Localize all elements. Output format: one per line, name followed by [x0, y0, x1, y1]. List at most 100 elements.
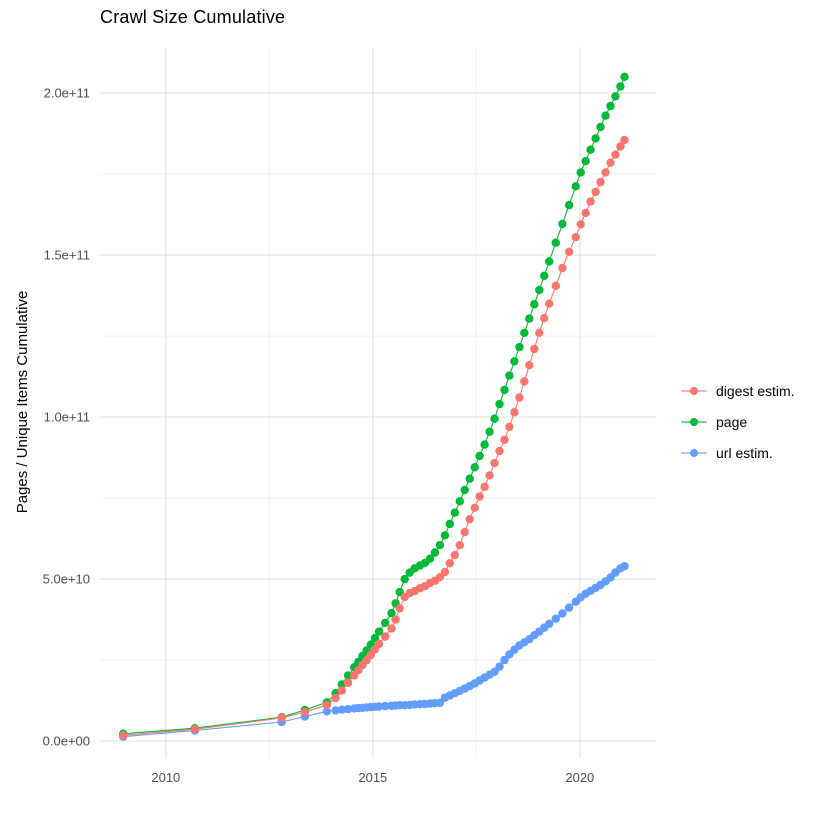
data-point-digest-estim — [571, 233, 580, 242]
data-point-digest-estim — [374, 639, 384, 649]
grid-major — [100, 47, 656, 758]
data-point-digest-estim — [616, 142, 625, 151]
data-point-digest-estim — [331, 693, 340, 703]
data-point-digest-estim — [620, 135, 629, 145]
data-point-digest-estim — [387, 624, 396, 633]
data-point-digest-estim — [586, 197, 595, 206]
data-point-digest-estim — [540, 314, 549, 323]
data-point-page — [515, 342, 524, 352]
data-point-digest-estim — [480, 482, 489, 491]
data-point-digest-estim — [515, 393, 524, 402]
data-point-page — [530, 300, 539, 309]
data-point-page — [374, 627, 384, 636]
data-point-digest-estim — [551, 281, 560, 290]
data-point-page — [490, 414, 499, 423]
data-point-digest-estim — [505, 422, 514, 431]
data-point-page — [558, 219, 567, 229]
data-point-url-estim — [381, 701, 390, 711]
y-axis-title: Pages / Unique Items Cumulative — [14, 290, 31, 514]
data-point-page — [470, 463, 479, 472]
series-digest-estim — [119, 135, 629, 740]
x-tick-label: 2010 — [151, 770, 180, 785]
data-point-digest-estim — [440, 567, 450, 577]
data-point-url-estim — [337, 705, 346, 714]
data-point-page — [343, 671, 353, 680]
legend-label-page: page — [716, 414, 748, 430]
data-point-digest-estim — [558, 263, 567, 273]
data-point-page — [445, 519, 454, 529]
data-point-digest-estim — [576, 220, 585, 229]
x-tick-label: 2015 — [358, 770, 387, 785]
data-point-url-estim — [374, 702, 384, 711]
data-point-digest-estim — [500, 435, 509, 444]
legend-label-digest: digest estim. — [716, 383, 795, 399]
data-point-page — [500, 385, 509, 395]
legend-key-digest-icon — [681, 383, 707, 399]
data-point-url-estim — [564, 603, 574, 612]
data-point-page — [455, 497, 464, 506]
data-point-page — [616, 82, 625, 91]
data-point-page — [571, 182, 580, 191]
y-tick-label: 0.0e+00 — [43, 734, 90, 749]
data-point-page — [520, 328, 529, 337]
data-point-digest-estim — [601, 168, 610, 177]
data-point-url-estim — [331, 706, 340, 715]
data-point-digest-estim — [611, 150, 620, 159]
data-point-digest-estim — [470, 503, 479, 512]
data-point-digest-estim — [455, 540, 464, 550]
data-point-digest-estim — [343, 678, 353, 687]
y-tick-label: 5.0e+10 — [43, 572, 90, 587]
data-point-page — [440, 531, 450, 540]
data-point-digest-estim — [119, 731, 128, 740]
data-point-page — [435, 540, 445, 550]
series-page — [119, 72, 629, 738]
data-point-page — [606, 101, 615, 111]
legend-entry-digest[interactable]: digest estim. — [681, 376, 795, 406]
data-point-url-estim — [435, 698, 445, 708]
grid-minor — [100, 47, 656, 758]
data-point-page — [450, 508, 459, 517]
data-point-page — [381, 618, 390, 628]
data-point-page — [535, 285, 544, 295]
legend-entry-page[interactable]: page — [681, 407, 795, 437]
data-point-digest-estim — [395, 604, 404, 613]
data-point-url-estim — [620, 562, 629, 571]
data-point-digest-estim — [435, 573, 445, 582]
y-tick-label: 2.0e+11 — [44, 86, 90, 101]
data-point-digest-estim — [564, 247, 574, 256]
data-point-digest-estim — [545, 299, 554, 308]
data-point-page — [601, 111, 610, 120]
data-point-url-estim — [500, 655, 509, 665]
data-point-page — [370, 633, 380, 643]
data-point-digest-estim — [485, 471, 494, 480]
x-tick-label: 2020 — [565, 770, 594, 785]
data-point-url-estim — [495, 662, 504, 671]
data-point-digest-estim — [465, 515, 474, 524]
y-axis-tick-labels: 0.0e+00 5.0e+10 1.0e+11 1.5e+11 2.0e+11 — [43, 86, 90, 749]
data-point-digest-estim — [300, 707, 310, 717]
data-point-digest-estim — [190, 725, 199, 734]
data-point-url-estim — [551, 614, 560, 623]
data-point-page — [596, 122, 605, 132]
data-point-digest-estim — [445, 559, 454, 568]
data-point-page — [485, 427, 494, 436]
legend: digest estim. page url estim. — [681, 376, 795, 468]
data-point-url-estim — [343, 704, 353, 714]
data-point-digest-estim — [530, 344, 539, 354]
y-tick-label: 1.5e+11 — [44, 248, 90, 263]
data-point-page — [475, 451, 484, 461]
data-point-url-estim — [490, 667, 499, 676]
x-axis-tick-labels: 2010 2015 2020 — [151, 770, 594, 785]
data-point-page — [551, 238, 560, 247]
legend-entry-url[interactable]: url estim. — [681, 438, 795, 468]
chart-title: Crawl Size Cumulative — [100, 7, 286, 27]
data-point-digest-estim — [460, 527, 469, 537]
data-point-page — [591, 134, 600, 143]
data-point-page — [510, 357, 519, 366]
data-point-page — [430, 548, 440, 557]
data-point-digest-estim — [606, 158, 615, 167]
data-point-digest-estim — [525, 361, 534, 370]
legend-key-page-icon — [681, 414, 707, 430]
